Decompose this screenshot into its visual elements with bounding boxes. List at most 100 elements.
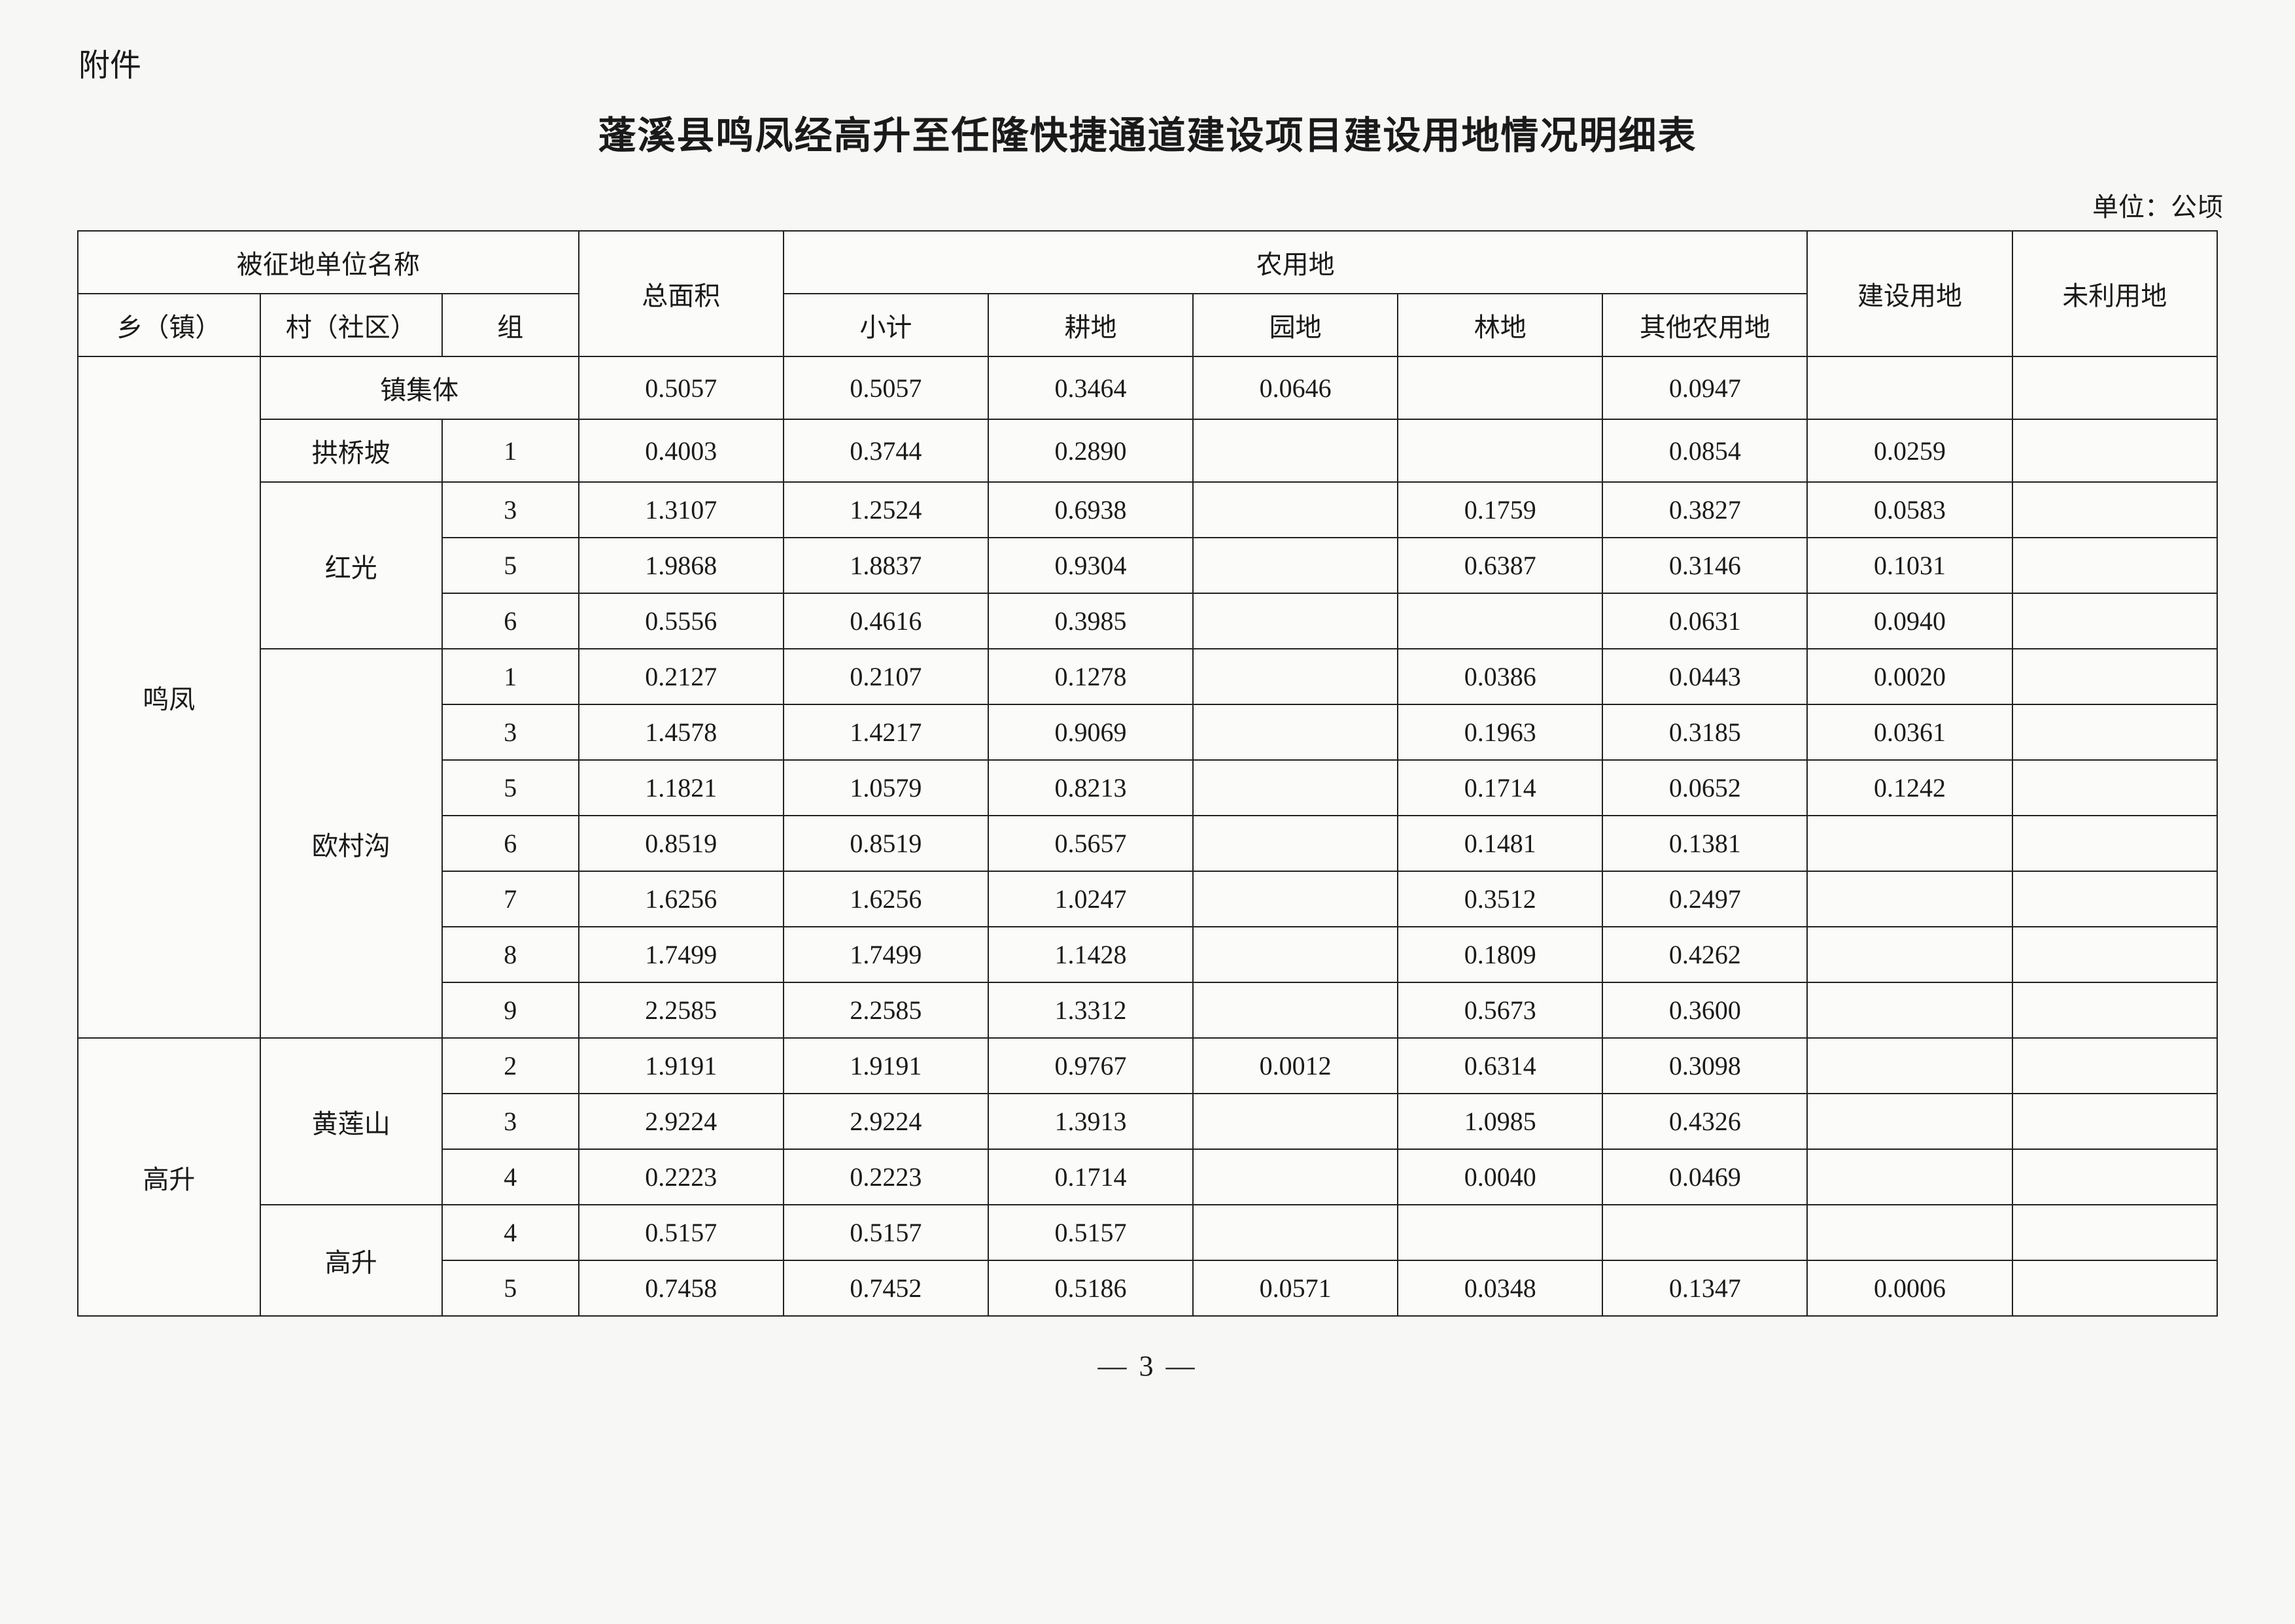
col-township: 乡（镇） (78, 294, 260, 356)
cell-cultivated: 0.9304 (988, 538, 1193, 593)
table-row: 高升 黄莲山 2 1.9191 1.9191 0.9767 0.0012 0.6… (78, 1038, 2217, 1094)
cell-unused (2012, 356, 2217, 419)
cell-cultivated: 1.3312 (988, 982, 1193, 1038)
land-use-table: 被征地单位名称 总面积 农用地 建设用地 未利用地 乡（镇） 村（社区） 组 小… (77, 230, 2218, 1317)
cell-group: 1 (442, 649, 579, 704)
cell-forest: 0.1963 (1398, 704, 1602, 760)
cell-group: 3 (442, 482, 579, 538)
cell-forest: 0.1714 (1398, 760, 1602, 816)
cell-other-agri: 0.0631 (1602, 593, 1807, 649)
cell-garden (1193, 816, 1398, 871)
cell-total: 0.5057 (579, 356, 784, 419)
cell-total: 0.5157 (579, 1205, 784, 1260)
cell-forest (1398, 1205, 1602, 1260)
cell-construction: 0.0259 (1807, 419, 2012, 482)
cell-other-agri: 0.4262 (1602, 927, 1807, 982)
col-forest: 林地 (1398, 294, 1602, 356)
cell-forest: 0.0348 (1398, 1260, 1602, 1316)
cell-construction: 0.0940 (1807, 593, 2012, 649)
cell-village: 黄莲山 (260, 1038, 442, 1205)
cell-group: 5 (442, 760, 579, 816)
cell-group: 7 (442, 871, 579, 927)
cell-unused (2012, 871, 2217, 927)
attachment-label: 附件 (78, 39, 2262, 85)
cell-cultivated: 0.9069 (988, 704, 1193, 760)
cell-cultivated: 0.5157 (988, 1205, 1193, 1260)
page-number: — 3 — (33, 1349, 2262, 1383)
cell-subtotal: 0.3744 (784, 419, 988, 482)
cell-construction (1807, 871, 2012, 927)
cell-total: 2.2585 (579, 982, 784, 1038)
cell-garden (1193, 482, 1398, 538)
cell-garden: 0.0646 (1193, 356, 1398, 419)
cell-forest: 0.5673 (1398, 982, 1602, 1038)
cell-total: 0.5556 (579, 593, 784, 649)
col-agri-land: 农用地 (784, 231, 1808, 294)
page-title: 蓬溪县鸣凤经高升至任隆快捷通道建设项目建设用地情况明细表 (33, 105, 2262, 160)
col-subtotal: 小计 (784, 294, 988, 356)
cell-forest: 0.0386 (1398, 649, 1602, 704)
cell-unused (2012, 1205, 2217, 1260)
cell-unused (2012, 1038, 2217, 1094)
cell-group: 5 (442, 538, 579, 593)
cell-total: 1.9191 (579, 1038, 784, 1094)
cell-total: 0.7458 (579, 1260, 784, 1316)
cell-forest: 0.6387 (1398, 538, 1602, 593)
cell-subtotal: 0.4616 (784, 593, 988, 649)
cell-other-agri: 0.3600 (1602, 982, 1807, 1038)
cell-other-agri: 0.0652 (1602, 760, 1807, 816)
cell-cultivated: 0.5186 (988, 1260, 1193, 1316)
cell-garden: 0.0571 (1193, 1260, 1398, 1316)
cell-unused (2012, 419, 2217, 482)
cell-subtotal: 1.9191 (784, 1038, 988, 1094)
cell-other-agri (1602, 1205, 1807, 1260)
col-village: 村（社区） (260, 294, 442, 356)
col-total-area: 总面积 (579, 231, 784, 356)
cell-forest: 0.1481 (1398, 816, 1602, 871)
cell-village: 欧村沟 (260, 649, 442, 1038)
cell-unused (2012, 760, 2217, 816)
cell-total: 0.2223 (579, 1149, 784, 1205)
cell-garden (1193, 704, 1398, 760)
table-row: 高升 4 0.5157 0.5157 0.5157 (78, 1205, 2217, 1260)
cell-group: 4 (442, 1205, 579, 1260)
cell-unused (2012, 1149, 2217, 1205)
cell-construction (1807, 982, 2012, 1038)
cell-construction: 0.1242 (1807, 760, 2012, 816)
cell-cultivated: 1.3913 (988, 1094, 1193, 1149)
cell-garden (1193, 927, 1398, 982)
cell-construction (1807, 816, 2012, 871)
cell-construction: 0.0020 (1807, 649, 2012, 704)
cell-other-agri: 0.3185 (1602, 704, 1807, 760)
cell-total: 1.6256 (579, 871, 784, 927)
cell-garden (1193, 1149, 1398, 1205)
col-other-agri: 其他农用地 (1602, 294, 1807, 356)
cell-construction (1807, 927, 2012, 982)
cell-group: 8 (442, 927, 579, 982)
cell-construction: 0.1031 (1807, 538, 2012, 593)
cell-garden (1193, 871, 1398, 927)
cell-total: 0.8519 (579, 816, 784, 871)
cell-other-agri: 0.0854 (1602, 419, 1807, 482)
cell-subtotal: 0.8519 (784, 816, 988, 871)
cell-construction: 0.0006 (1807, 1260, 2012, 1316)
cell-garden (1193, 982, 1398, 1038)
cell-other-agri: 0.3098 (1602, 1038, 1807, 1094)
cell-construction: 0.0583 (1807, 482, 2012, 538)
cell-subtotal: 0.5057 (784, 356, 988, 419)
cell-group: 3 (442, 704, 579, 760)
cell-garden: 0.0012 (1193, 1038, 1398, 1094)
cell-subtotal: 1.0579 (784, 760, 988, 816)
table-row: 欧村沟 1 0.2127 0.2107 0.1278 0.0386 0.0443… (78, 649, 2217, 704)
col-construction: 建设用地 (1807, 231, 2012, 356)
cell-forest: 0.1809 (1398, 927, 1602, 982)
cell-cultivated: 0.8213 (988, 760, 1193, 816)
cell-group: 3 (442, 1094, 579, 1149)
cell-construction (1807, 1038, 2012, 1094)
cell-construction (1807, 1205, 2012, 1260)
cell-cultivated: 0.2890 (988, 419, 1193, 482)
cell-cultivated: 0.3985 (988, 593, 1193, 649)
cell-cultivated: 0.1278 (988, 649, 1193, 704)
cell-unused (2012, 704, 2217, 760)
cell-garden (1193, 1094, 1398, 1149)
